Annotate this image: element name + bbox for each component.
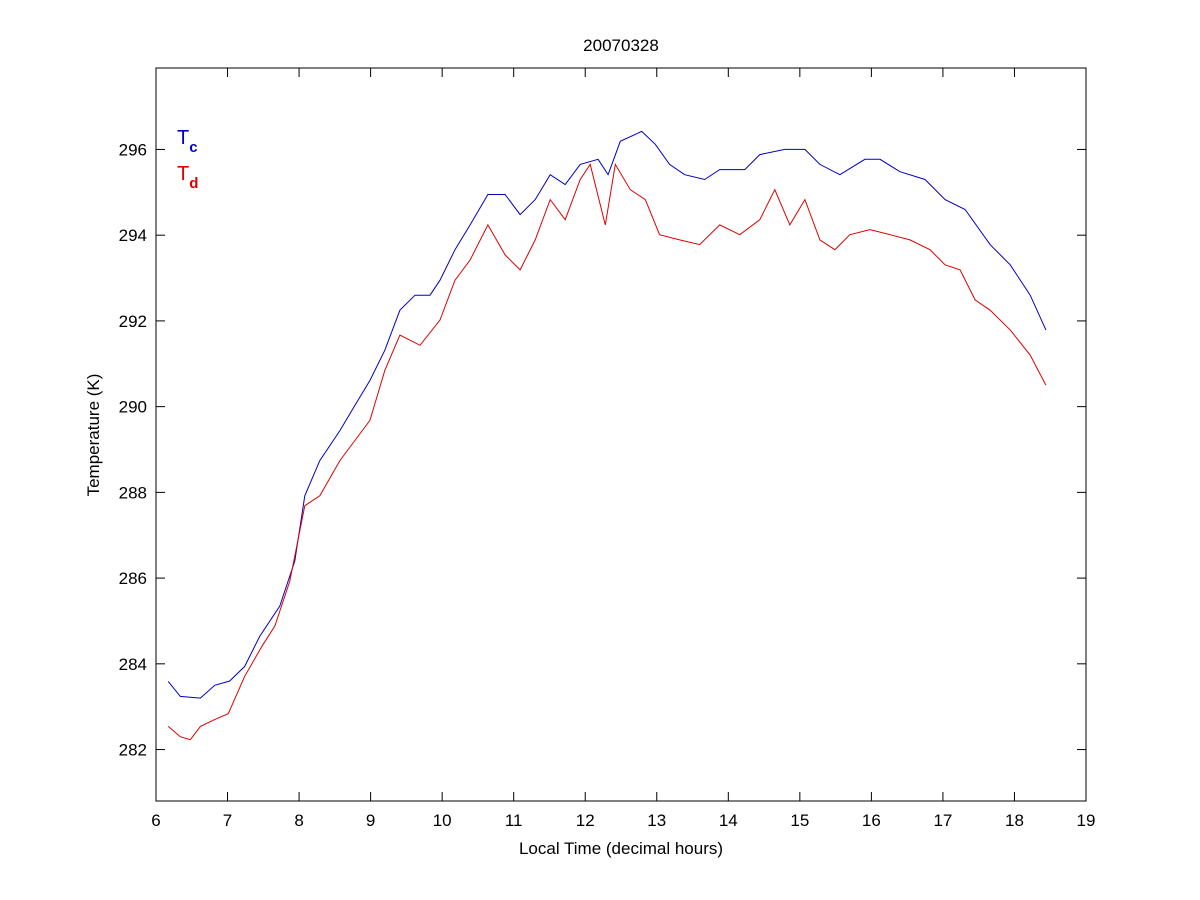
x-tick-label: 10 — [433, 811, 452, 830]
y-tick-label: 292 — [119, 312, 147, 331]
x-tick-label: 6 — [151, 811, 160, 830]
x-axis-label: Local Time (decimal hours) — [519, 839, 723, 858]
plot-area — [155, 67, 1087, 802]
x-tick-label: 19 — [1077, 811, 1096, 830]
y-axis-label: Temperature (K) — [84, 374, 103, 497]
y-tick-label: 284 — [119, 655, 147, 674]
y-tick-label: 288 — [119, 483, 147, 502]
y-tick-label: 290 — [119, 398, 147, 417]
y-tick-label: 282 — [119, 741, 147, 760]
x-tick-label: 17 — [933, 811, 952, 830]
x-tick-label: 7 — [223, 811, 232, 830]
x-tick-label: 11 — [505, 811, 523, 830]
legend-entry-tc: Tc — [177, 127, 198, 156]
chart-title: 20070328 — [583, 36, 659, 55]
series-line-td — [167, 162, 1047, 741]
x-tick-label: 18 — [1005, 811, 1024, 830]
y-tick-label: 296 — [119, 140, 147, 159]
y-tick-label: 294 — [119, 226, 147, 245]
x-tick-label: 12 — [576, 811, 595, 830]
x-tick-label: 15 — [790, 811, 809, 830]
legend: Tc Td — [177, 127, 198, 192]
legend-entry-td: Td — [177, 163, 198, 192]
x-tick-label: 14 — [719, 811, 738, 830]
series-line-tc — [167, 130, 1047, 699]
x-tick-label: 16 — [862, 811, 881, 830]
x-tick-label: 9 — [366, 811, 375, 830]
y-tick-label: 286 — [119, 569, 147, 588]
x-tick-label: 8 — [294, 811, 303, 830]
x-tick-label: 13 — [647, 811, 666, 830]
